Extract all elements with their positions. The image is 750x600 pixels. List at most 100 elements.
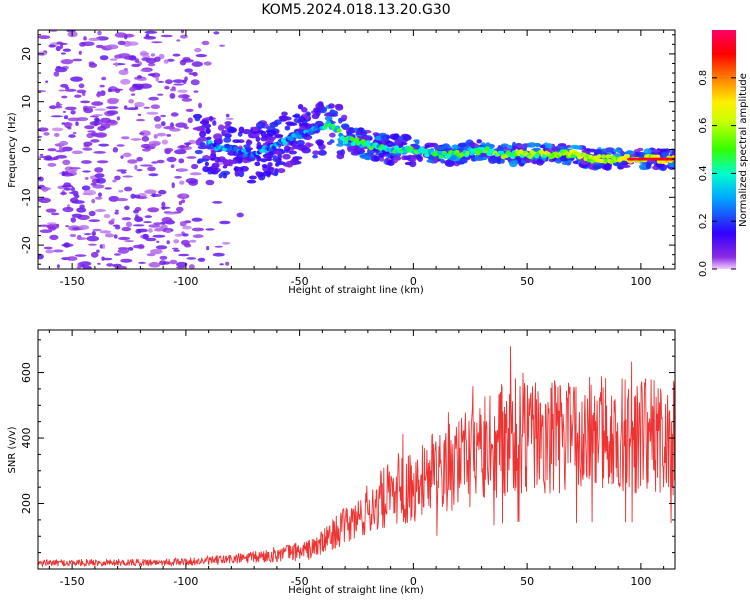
spectrogram-noise-cell bbox=[134, 164, 138, 170]
spectrogram-noise-cell bbox=[59, 140, 69, 146]
spectrogram-noise-cell bbox=[38, 35, 51, 39]
spectrogram-scatter-cell bbox=[393, 156, 399, 164]
spectrogram-noise-cell bbox=[116, 198, 129, 202]
spectrogram-scatter-cell bbox=[277, 153, 282, 160]
spectrogram-noise-cell bbox=[78, 83, 85, 89]
spectrogram-noise-cell bbox=[184, 76, 188, 82]
spectrogram-noise-cell bbox=[139, 83, 152, 89]
spectrogram-noise-cell bbox=[122, 175, 133, 178]
spectrogram-noise-cell bbox=[76, 89, 87, 94]
spectrogram-noise-cell bbox=[53, 71, 60, 77]
spectrogram-noise-cell bbox=[54, 133, 60, 137]
spectrogram-noise-cell bbox=[83, 189, 97, 196]
spectrogram-noise-cell bbox=[148, 173, 159, 177]
spectrogram-noise-cell bbox=[88, 219, 101, 223]
spectrogram-noise-cell bbox=[50, 115, 64, 118]
spectrogram-ridge-cell bbox=[499, 150, 505, 156]
spectrogram-scatter-cell bbox=[292, 114, 300, 118]
spectrogram-noise-cell bbox=[222, 242, 231, 245]
spectrogram-noise-cell bbox=[121, 226, 132, 232]
spectrogram-noise-cell bbox=[71, 213, 83, 218]
spectrogram-noise-cell bbox=[140, 164, 153, 167]
spectrogram-noise-cell bbox=[88, 243, 97, 246]
spectrogram-noise-cell bbox=[69, 197, 79, 204]
spectrogram-noise-cell bbox=[173, 249, 180, 252]
colorbar-label: Normalized spectral amplitude bbox=[738, 73, 749, 227]
spectrogram-scatter-cell bbox=[661, 152, 669, 158]
spectrogram-scatter-cell bbox=[329, 132, 336, 138]
spectrogram-noise-cell bbox=[174, 149, 187, 155]
spectrogram-noise-cell bbox=[45, 80, 49, 83]
spectrogram-noise-cell bbox=[39, 229, 53, 233]
spectrogram-noise-cell bbox=[55, 155, 68, 159]
spectrogram-noise-cell bbox=[60, 52, 67, 55]
spectrogram-noise-cell bbox=[181, 199, 186, 204]
spectrogram-noise-cell bbox=[71, 150, 83, 155]
spectrogram-scatter-cell bbox=[315, 139, 325, 145]
spectrogram-noise-cell bbox=[64, 106, 77, 111]
spectrogram-x-axis: -150 -100 -50 0 50 100 bbox=[48, 30, 665, 288]
spectrogram-noise-cell bbox=[56, 264, 60, 269]
spectrogram-noise-cell bbox=[198, 102, 202, 109]
spectrogram-noise-cell bbox=[58, 89, 65, 92]
spectrogram-noise-cell bbox=[225, 113, 230, 118]
spectrogram-noise-cell bbox=[121, 136, 130, 140]
x-tick-label: -150 bbox=[60, 575, 85, 588]
spectrogram-scatter-cell bbox=[205, 127, 211, 134]
y-tick-label: 20 bbox=[20, 47, 33, 61]
spectrogram-noise-cell bbox=[94, 108, 107, 111]
spectrogram-y-axis: -20 -10 0 10 20 bbox=[20, 34, 675, 265]
spectrogram-noise-cell bbox=[189, 239, 197, 243]
spectrogram-noise-cell bbox=[148, 224, 161, 228]
spectrogram-noise-cell bbox=[65, 225, 70, 228]
spectrogram-noise-cell bbox=[61, 171, 66, 176]
spectrogram-scatter-cell bbox=[501, 143, 509, 147]
spectrogram-noise-cell bbox=[38, 127, 49, 132]
spectrogram-noise-cell bbox=[138, 261, 146, 264]
spectrogram-scatter-cell bbox=[340, 149, 345, 156]
spectrogram-noise-cell bbox=[172, 53, 181, 57]
spectrogram-scatter-cell bbox=[532, 143, 542, 147]
spectrogram-scatter-cell bbox=[265, 158, 273, 161]
spectrogram-noise-cell bbox=[201, 40, 210, 46]
spectrogram-noise-cell bbox=[67, 126, 72, 130]
spectrogram-noise-cell bbox=[179, 180, 185, 185]
spectrogram-noise-cell bbox=[88, 62, 98, 68]
spectrogram-scatter-cell bbox=[671, 149, 675, 156]
spectrogram-noise-cell bbox=[62, 110, 67, 113]
spectrogram-noise-cell bbox=[129, 86, 137, 92]
colorbar-gradient bbox=[712, 30, 736, 269]
spectrogram-scatter-cell bbox=[262, 153, 272, 158]
spectrogram-ridge-cell bbox=[245, 148, 251, 153]
spectrogram-noise-cell bbox=[66, 256, 78, 261]
spectrogram-noise-cell bbox=[142, 148, 151, 152]
spectrogram-noise-cell bbox=[98, 143, 110, 147]
spectrogram-noise-cell bbox=[81, 185, 91, 191]
spectrogram-noise-cell bbox=[46, 222, 57, 225]
spectrogram-noise-cell bbox=[90, 139, 100, 143]
spectrogram-noise-cell bbox=[99, 84, 105, 88]
snr-panel: -150 -100 -50 0 50 100 200 400 600 Height of st… bbox=[7, 329, 676, 596]
spectrogram-noise-cell bbox=[175, 122, 188, 128]
snr-line bbox=[38, 346, 675, 568]
spectrogram-ridge-cell bbox=[282, 141, 288, 146]
spectrogram-scatter-cell bbox=[206, 136, 212, 140]
spectrogram-noise-cell bbox=[61, 146, 73, 152]
spectrogram-noise-cell bbox=[156, 240, 160, 243]
spectrogram-scatter-cell bbox=[260, 136, 269, 142]
spectrogram-noise-cell bbox=[51, 127, 64, 132]
spectrogram-scatter-cell bbox=[329, 139, 334, 143]
spectrogram-noise-cell bbox=[143, 221, 152, 224]
spectrogram-noise-cell bbox=[55, 150, 66, 153]
spectrogram-noise-cell bbox=[76, 207, 87, 213]
spectrogram-noise-cell bbox=[139, 50, 148, 57]
spectrogram-noise-cell bbox=[134, 101, 145, 108]
spectrogram-noise-cell bbox=[118, 189, 124, 193]
spectrogram-scatter-cell bbox=[292, 142, 297, 147]
spectrogram-scatter-cell bbox=[288, 150, 297, 155]
spectrogram-noise-cell bbox=[145, 237, 157, 242]
spectrogram-noise-cell bbox=[170, 164, 175, 169]
spectrogram-noise-cell bbox=[179, 144, 186, 149]
spectrogram-noise-cell bbox=[47, 148, 57, 152]
